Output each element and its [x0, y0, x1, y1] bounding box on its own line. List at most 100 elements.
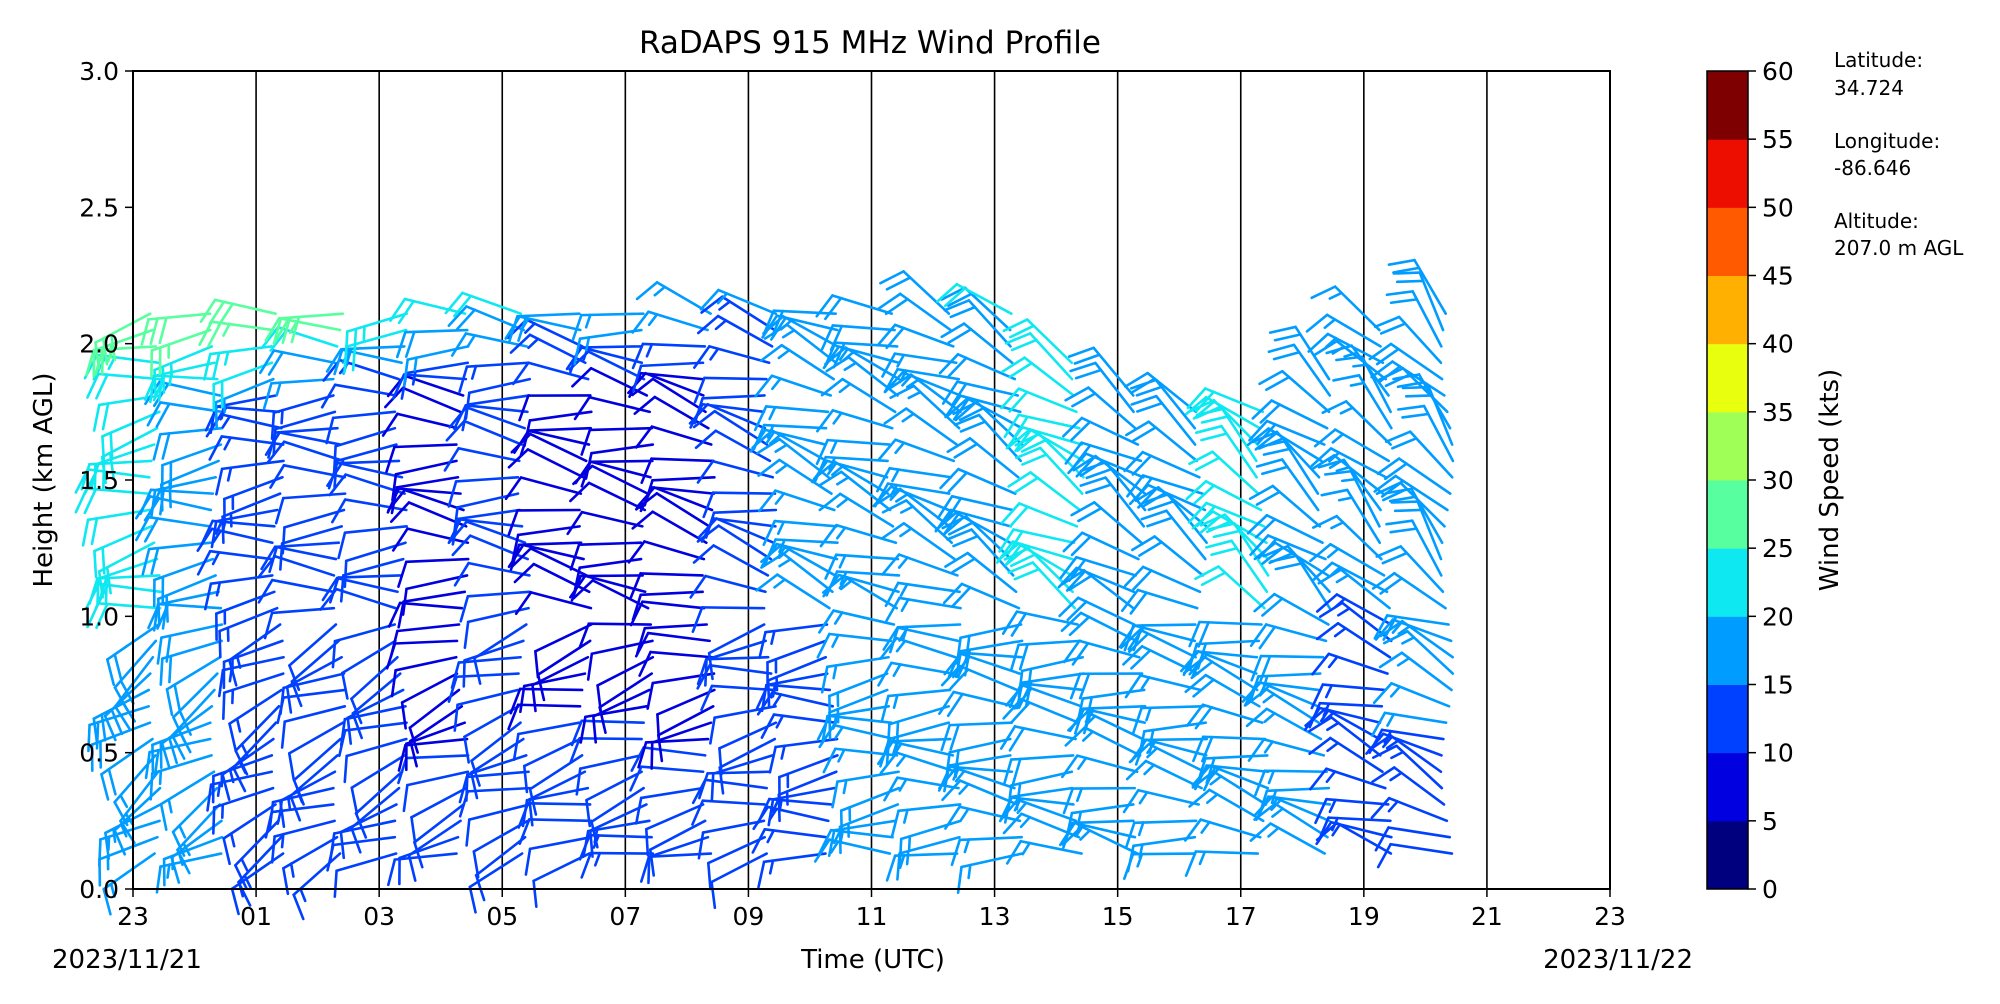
barb-half-feather [364, 326, 365, 339]
barb-full-feather [1064, 789, 1073, 813]
wind-barb [506, 478, 581, 499]
wind-barb [581, 706, 647, 742]
barb-full-feather [294, 895, 304, 919]
barb-full-feather [1062, 756, 1077, 777]
barb-half-feather [1328, 549, 1338, 557]
wind-barb [342, 641, 395, 699]
barb-half-feather [777, 716, 783, 728]
barb-full-feather [102, 436, 103, 462]
barb-staff [468, 788, 530, 791]
barb-half-feather [1391, 687, 1400, 697]
barb-full-feather [213, 807, 214, 833]
barb-half-feather [217, 583, 220, 596]
barb-full-feather [1071, 674, 1080, 698]
colorbar-tick-label: 5 [1762, 807, 1778, 836]
barb-full-feather [1137, 403, 1162, 411]
wind-barb [1126, 821, 1196, 848]
barb-half-feather [1387, 714, 1393, 725]
barb-full-feather [466, 775, 467, 801]
x-tick-label: 13 [979, 902, 1011, 931]
wind-barb [758, 439, 829, 477]
altitude-value: 207.0 m AGL [1834, 236, 1964, 260]
barb-half-feather [1269, 771, 1274, 783]
barb-full-feather [951, 725, 959, 750]
barb-full-feather [94, 405, 99, 430]
barb-full-feather [161, 659, 163, 685]
barb-full-feather [1212, 548, 1237, 555]
barb-full-feather [1322, 490, 1347, 495]
barb-full-feather [259, 580, 272, 602]
barb-half-feather [300, 889, 305, 901]
barb-full-feather [1257, 460, 1282, 467]
barb-full-feather [1386, 521, 1412, 525]
barb-staff [641, 363, 703, 366]
barb-full-feather [411, 817, 415, 843]
barb-full-feather [1076, 370, 1101, 378]
wind-barb [1122, 590, 1197, 613]
wind-barb [524, 739, 580, 792]
barb-full-feather [169, 656, 171, 682]
wind-barb [1126, 675, 1201, 697]
wind-barb [1185, 820, 1260, 841]
wind-barb [940, 354, 1015, 379]
barb-half-feather [213, 552, 219, 564]
barb-full-feather [526, 849, 530, 875]
barb-half-feather [277, 383, 281, 395]
barb-staff [275, 556, 334, 575]
colorbar [1707, 71, 1748, 890]
barb-half-feather [719, 302, 729, 310]
barb-half-feather [282, 410, 283, 423]
wind-barb [265, 608, 334, 638]
barb-half-feather [1202, 822, 1210, 832]
wind-barb [818, 634, 891, 657]
barb-half-feather [897, 755, 905, 765]
barb-full-feather [383, 414, 397, 436]
wind-barb [294, 854, 340, 919]
barb-half-feather [237, 719, 240, 732]
barb-full-feather [648, 857, 649, 883]
barb-staff [289, 625, 335, 666]
barb-staff [345, 723, 407, 731]
x-tick-label: 19 [1348, 902, 1380, 931]
barb-full-feather [98, 579, 99, 605]
barb-full-feather [636, 798, 641, 824]
barb-half-feather [780, 559, 791, 566]
barb-half-feather [831, 441, 836, 453]
barb-full-feather [289, 753, 293, 779]
colorbar-tick-label: 45 [1762, 262, 1794, 291]
barb-half-feather [897, 722, 898, 735]
barb-staff [703, 801, 765, 805]
barb-staff [272, 608, 334, 613]
barb-full-feather [833, 782, 838, 808]
barb-staff [458, 510, 519, 519]
barb-half-feather [1335, 628, 1345, 636]
barb-staff [589, 624, 651, 625]
wind-barb [1255, 594, 1329, 624]
barb-staff [338, 575, 400, 577]
barb-half-feather [242, 859, 248, 871]
barb-full-feather [951, 307, 975, 317]
barb-full-feather [167, 689, 172, 715]
wind-barb [939, 692, 1014, 716]
barb-full-feather [598, 685, 601, 711]
barb-full-feather [345, 561, 346, 587]
barb-staff [644, 541, 703, 559]
barb-full-feather [216, 402, 217, 428]
wind-barb [328, 837, 395, 870]
barb-staff [581, 575, 643, 576]
barb-staff [580, 738, 642, 739]
wind-barb [464, 641, 524, 687]
wind-barb [568, 512, 643, 534]
barb-half-feather [655, 287, 665, 295]
barb-staff [410, 706, 461, 741]
wind-barb [815, 840, 890, 862]
barb-full-feather [94, 551, 96, 577]
barb-full-feather [1132, 396, 1157, 404]
barb-full-feather [1196, 426, 1221, 432]
barb-full-feather [520, 396, 529, 420]
barb-full-feather [154, 434, 160, 459]
wind-barb [1248, 429, 1321, 461]
wind-barb [948, 438, 1019, 477]
barb-staff [704, 378, 766, 379]
barb-staff [531, 592, 591, 608]
